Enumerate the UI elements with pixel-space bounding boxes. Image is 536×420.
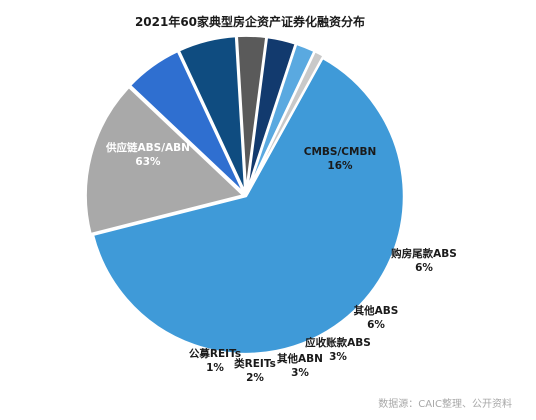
- slice-label-0: 供应链ABS/ABN: [105, 141, 190, 154]
- slice-label-7: 公募REITs: [189, 347, 241, 360]
- slice-label-1: CMBS/CMBN: [304, 146, 377, 158]
- pie-slice-0: [91, 56, 406, 356]
- slice-label-6: 类REITs: [234, 357, 276, 370]
- slice-pct-6: 2%: [246, 372, 264, 384]
- slice-label-4: 应收账款ABS: [305, 336, 371, 349]
- slice-label-2: 购房尾款ABS: [391, 247, 457, 260]
- slice-label-3: 其他ABS: [354, 304, 399, 317]
- source-note: 数据源：CAIC整理、公开资料: [378, 399, 512, 410]
- slice-pct-2: 6%: [415, 262, 433, 274]
- slice-label-5: 其他ABN: [277, 352, 323, 365]
- slice-pct-4: 3%: [329, 351, 347, 363]
- slice-pct-7: 1%: [206, 362, 224, 374]
- chart-title: 2021年60家典型房企资产证券化融资分布: [0, 13, 536, 30]
- pie-slices: [84, 34, 406, 356]
- pie-slice-7: [245, 49, 325, 196]
- chart-title-text: 2021年60家典型房企资产证券化融资分布: [134, 15, 366, 29]
- slice-pct-1: 16%: [327, 160, 353, 172]
- slice-pct-0: 63%: [135, 156, 161, 168]
- slice-pct-5: 3%: [291, 367, 309, 379]
- pie-labels: 供应链ABS/ABN 63% CMBS/CMBN 16% 购房尾款ABS 6% 其他ABS 6…: [105, 141, 457, 384]
- slice-pct-3: 6%: [367, 319, 385, 331]
- pie-slice-1: [84, 85, 245, 236]
